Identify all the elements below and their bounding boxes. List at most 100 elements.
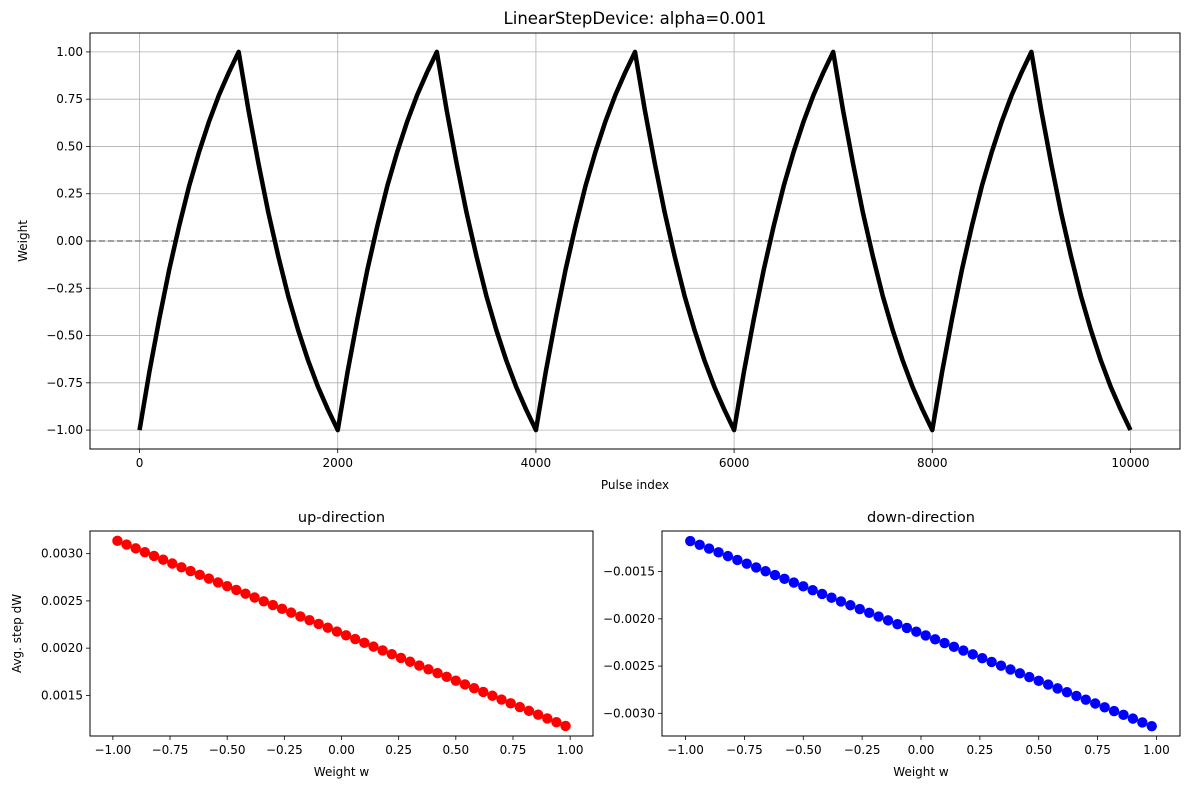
down-data-point	[1137, 717, 1148, 728]
down-direction-points	[685, 535, 1157, 732]
x-tick-label: 0.75	[1084, 743, 1111, 757]
up-data-point	[404, 656, 416, 667]
y-tick-label: 0.50	[56, 139, 83, 153]
up-data-point	[121, 539, 132, 550]
up-data-point	[551, 717, 562, 728]
down-data-point	[694, 539, 705, 550]
x-tick-label: 0.00	[328, 743, 355, 757]
y-tick-label: 0.0030	[41, 547, 83, 561]
up-data-point	[487, 690, 498, 701]
up-data-point	[432, 667, 443, 679]
down-data-point	[826, 592, 837, 603]
x-tick-label: 0.50	[442, 743, 469, 757]
weight-trace-line	[137, 49, 1133, 433]
down-data-point	[939, 637, 950, 649]
up-data-point	[350, 633, 361, 645]
down-data-point	[779, 573, 790, 585]
y-tick-label: 0.25	[56, 187, 83, 201]
down-data-point	[967, 649, 978, 660]
up-data-point	[267, 599, 279, 611]
down-data-point	[1127, 713, 1139, 724]
up-data-point	[542, 713, 553, 724]
up-data-point	[523, 705, 535, 717]
up-data-point	[322, 622, 333, 633]
up-y-axis-label: Avg. step dW	[10, 594, 24, 673]
main-chart-title: LinearStepDevice: alpha=0.001	[504, 9, 767, 28]
up-data-point	[176, 562, 187, 573]
up-data-point	[377, 645, 388, 656]
down-data-point	[1024, 671, 1035, 683]
up-data-point	[185, 565, 196, 577]
main-y-axis-label: Weight	[16, 220, 30, 262]
up-data-point	[167, 558, 178, 569]
up-data-point	[560, 720, 571, 732]
down-data-point	[920, 630, 931, 641]
up-data-point	[423, 664, 434, 675]
y-tick-label: 0.0025	[41, 594, 83, 608]
down-data-point	[995, 660, 1007, 671]
down-data-point	[901, 622, 913, 634]
down-data-point	[845, 600, 856, 611]
up-data-point	[258, 596, 269, 607]
up-x-axis-label: Weight w	[314, 765, 370, 779]
up-data-point	[148, 550, 160, 562]
down-x-axis-label: Weight w	[893, 765, 949, 779]
down-data-point	[760, 566, 771, 577]
x-tick-label: 4000	[521, 456, 552, 470]
x-tick-label: −1.00	[94, 743, 131, 757]
x-tick-label: 0.75	[500, 743, 527, 757]
x-tick-label: 2000	[322, 456, 353, 470]
down-data-point	[685, 535, 696, 547]
up-data-point	[468, 682, 480, 694]
up-chart-title: up-direction	[298, 510, 385, 526]
up-y-ticks: 0.0015 0.0020 0.0025 0.0030	[41, 547, 90, 702]
up-data-point	[313, 618, 324, 630]
x-tick-label: 1.00	[557, 743, 584, 757]
y-tick-label: 0.00	[56, 234, 83, 248]
main-chart: 0 2000 4000 6000 8000 10000 1.00 0.75 0.50 0.25 0…	[16, 9, 1181, 492]
up-data-point	[130, 543, 141, 554]
down-data-point	[1014, 668, 1026, 679]
up-data-point	[240, 588, 251, 599]
down-data-point	[741, 558, 752, 569]
up-data-point	[139, 546, 151, 558]
x-tick-label: 0.25	[967, 743, 994, 757]
x-tick-label: 0.50	[1025, 743, 1052, 757]
x-tick-label: −0.50	[785, 743, 822, 757]
up-data-point	[331, 626, 343, 637]
down-data-point	[732, 554, 743, 566]
up-data-point	[359, 637, 370, 649]
down-data-point	[948, 641, 960, 653]
up-data-point	[505, 698, 516, 709]
down-data-point	[1108, 705, 1120, 717]
up-data-point	[496, 694, 507, 705]
up-data-point	[286, 607, 297, 618]
up-data-point	[459, 679, 471, 690]
down-data-point	[1080, 694, 1092, 705]
up-data-point	[249, 592, 260, 603]
x-tick-label: 0.00	[908, 743, 935, 757]
down-data-point	[750, 562, 762, 573]
up-data-point	[203, 573, 215, 584]
x-tick-label: 0	[136, 456, 144, 470]
up-data-point	[194, 569, 205, 581]
down-data-point	[929, 634, 941, 645]
down-data-point	[788, 577, 800, 588]
down-direction-chart: −1.00 −0.75 −0.50 −0.25 0.00 0.25 0.50 0.75 1.00…	[603, 510, 1181, 779]
up-data-point	[276, 603, 288, 615]
down-data-point	[892, 618, 903, 630]
down-data-point	[1146, 720, 1157, 732]
down-data-point	[977, 652, 988, 664]
y-tick-label: −0.75	[46, 376, 83, 390]
up-data-point	[212, 577, 224, 588]
x-tick-label: −0.75	[726, 743, 763, 757]
down-data-point	[1099, 702, 1110, 713]
down-data-point	[873, 611, 884, 622]
y-tick-label: 0.75	[56, 92, 83, 106]
up-data-point	[414, 660, 425, 671]
down-data-point	[864, 607, 875, 619]
x-tick-label: 1.00	[1143, 743, 1170, 757]
x-tick-label: −0.25	[266, 743, 303, 757]
up-data-point	[386, 648, 397, 660]
